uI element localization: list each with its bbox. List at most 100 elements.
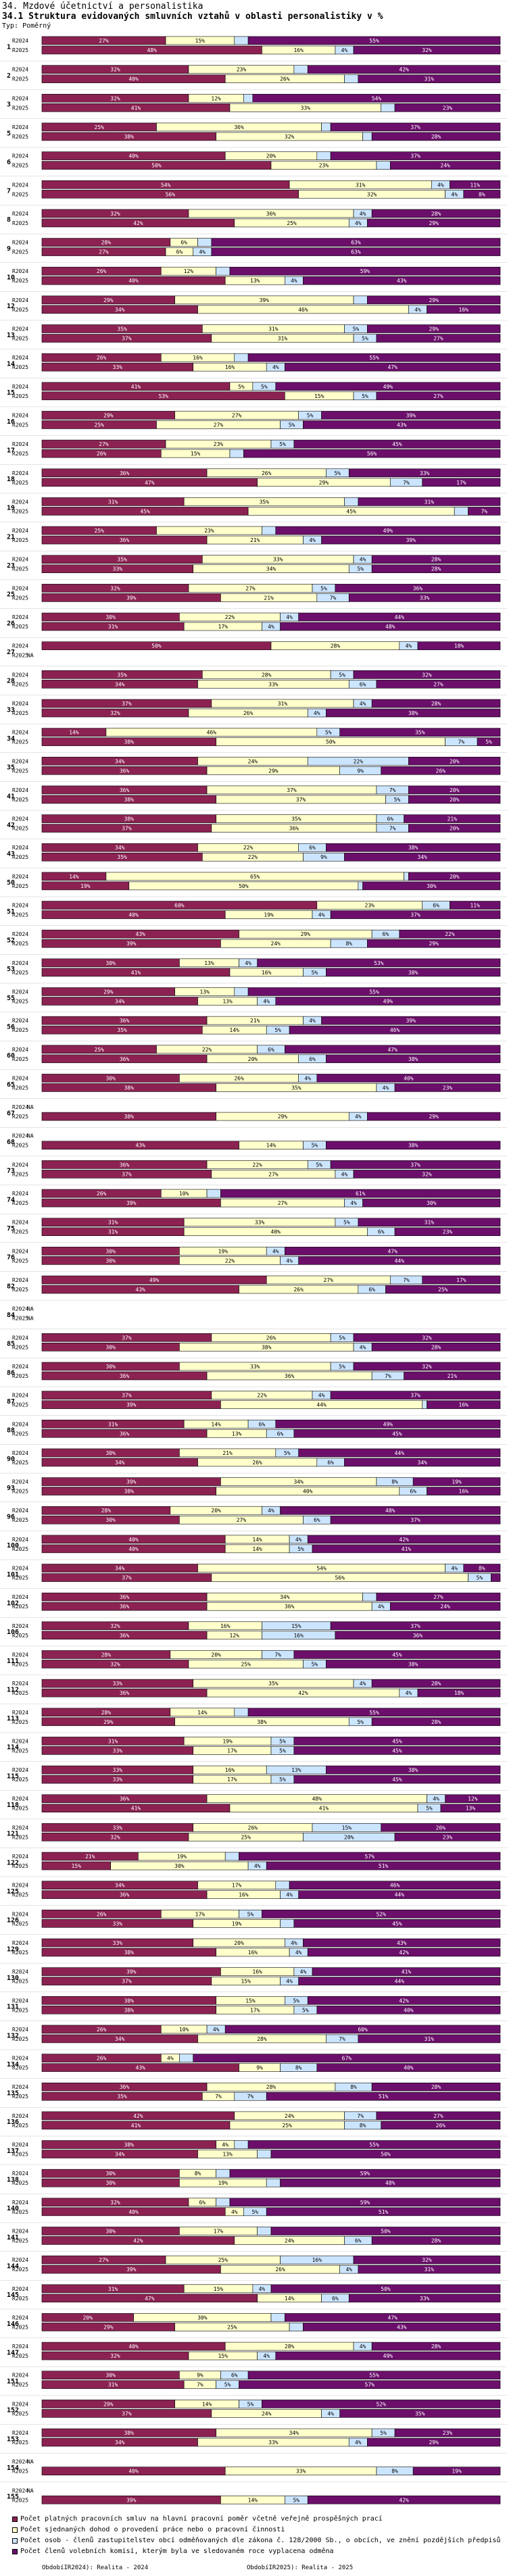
data-label: 25% xyxy=(95,528,105,534)
data-label: 28% xyxy=(101,1652,112,1658)
data-label: 30% xyxy=(105,1517,116,1523)
data-label: 48% xyxy=(385,2180,395,2186)
bar-segment xyxy=(463,1564,501,1572)
data-label: 31% xyxy=(108,1738,118,1744)
data-label: 4% xyxy=(268,624,274,630)
row-label: R2025 xyxy=(12,1633,28,1639)
data-label: 21% xyxy=(448,1373,458,1379)
data-label: 23% xyxy=(204,528,214,534)
data-label: 34% xyxy=(115,845,125,851)
chart-subtitle: 34.1 Struktura evidovaných smluvních vzt… xyxy=(2,11,383,22)
data-label: 19% xyxy=(80,883,91,889)
data-label: 57% xyxy=(365,2382,375,2388)
data-label: 33% xyxy=(273,557,283,563)
group-label: 125 xyxy=(7,1888,19,1896)
bar-segment xyxy=(234,353,249,362)
bar-segment xyxy=(326,1141,501,1150)
data-label: 26% xyxy=(234,1075,244,1081)
data-label: 55% xyxy=(369,38,379,44)
data-label: 5% xyxy=(312,1143,318,1149)
data-label: 32% xyxy=(422,1335,432,1341)
data-label: 39% xyxy=(126,2267,137,2273)
row-label: R2024 xyxy=(12,557,28,563)
data-label: 9% xyxy=(320,854,327,860)
data-label: 39% xyxy=(260,297,270,303)
bar-segment xyxy=(280,1919,295,1928)
data-label: 43% xyxy=(397,2324,407,2330)
bar-segment xyxy=(358,74,501,83)
data-label: 20% xyxy=(450,758,460,764)
data-label: 17% xyxy=(195,1911,206,1917)
group-label: 101 xyxy=(7,1571,19,1579)
data-label: 26% xyxy=(97,355,107,361)
data-label: 31% xyxy=(278,701,288,707)
bar-segment xyxy=(307,65,501,74)
data-label: 40% xyxy=(128,153,139,159)
data-label: 5% xyxy=(312,1661,318,1667)
group-label: 6 xyxy=(7,159,11,166)
data-label: 5% xyxy=(325,730,332,736)
data-label: 17% xyxy=(227,1748,237,1754)
data-label: 12% xyxy=(230,1633,240,1639)
row-label: R2025 xyxy=(12,768,28,774)
group-label: 114 xyxy=(7,1744,19,1752)
row-label: R2024 xyxy=(12,528,28,534)
data-label: 4% xyxy=(360,1681,366,1687)
data-label: 16% xyxy=(312,2257,322,2263)
data-label: 28% xyxy=(262,672,272,678)
row-label: R2024 xyxy=(12,1883,28,1889)
data-label: 7% xyxy=(403,1277,410,1283)
row-label: R2025 xyxy=(12,336,28,342)
data-label: 6% xyxy=(259,1421,266,1427)
data-label: 8% xyxy=(345,941,352,947)
data-label: 9% xyxy=(357,768,364,774)
data-label: 40% xyxy=(128,1546,139,1552)
data-label: 43% xyxy=(136,1287,146,1293)
bar-segment xyxy=(422,1400,427,1409)
bar-segment xyxy=(298,1256,501,1265)
data-label: 20% xyxy=(450,874,460,880)
data-label: 4% xyxy=(286,614,293,620)
bar-segment xyxy=(321,1016,501,1025)
data-label: 42% xyxy=(399,1950,409,1956)
data-label: 7% xyxy=(197,2382,203,2388)
row-label: R2025 xyxy=(12,2237,28,2244)
data-label: 27% xyxy=(99,2257,109,2263)
row-label: R2024 xyxy=(12,1248,28,1254)
data-label: 32% xyxy=(422,2257,432,2263)
group-label: 129 xyxy=(7,1946,19,1953)
row-label: R2024 xyxy=(12,787,28,793)
data-label: 16% xyxy=(248,1950,258,1956)
group-label: 154 xyxy=(7,2464,19,2472)
data-label: 35% xyxy=(117,672,127,678)
row-label: R2025 xyxy=(12,2180,28,2186)
bar-segment xyxy=(404,1371,501,1381)
data-label: 14% xyxy=(252,1537,262,1543)
data-label: 30% xyxy=(105,1248,116,1254)
bar-segment xyxy=(454,507,468,516)
data-label: 36% xyxy=(120,787,130,793)
data-label: 45% xyxy=(392,1738,402,1744)
data-label: 16% xyxy=(239,1892,249,1898)
data-label: 4% xyxy=(268,1508,274,1514)
data-label: 54% xyxy=(316,1566,327,1572)
data-label: 47% xyxy=(387,1248,397,1254)
group-label: 147 xyxy=(7,2349,19,2356)
data-label: 40% xyxy=(128,76,139,82)
group-label: 138 xyxy=(7,2177,19,2184)
data-label: 44% xyxy=(395,1258,405,1264)
data-label: 21% xyxy=(222,1450,233,1456)
data-label: 32% xyxy=(110,2200,120,2206)
data-label: 26% xyxy=(266,1335,276,1341)
bar-segment xyxy=(404,872,409,881)
data-label: 5% xyxy=(316,1162,322,1168)
row-label: R2024 xyxy=(12,124,28,130)
data-label: 4% xyxy=(414,307,421,313)
data-label: 22% xyxy=(243,845,254,851)
group-label: 13 xyxy=(7,332,15,339)
data-label: 37% xyxy=(410,1162,420,1168)
data-label: 30% xyxy=(427,883,437,889)
row-label: R2025 xyxy=(12,422,28,428)
data-label: 28% xyxy=(266,2084,276,2090)
bar-segment xyxy=(321,411,501,420)
